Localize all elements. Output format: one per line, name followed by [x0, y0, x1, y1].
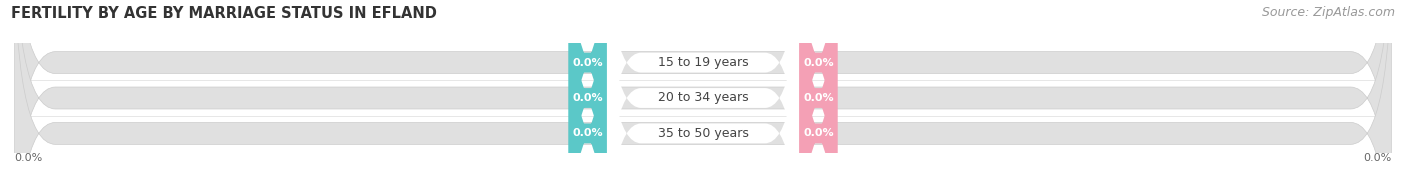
FancyBboxPatch shape — [14, 0, 1392, 196]
Text: 0.0%: 0.0% — [1364, 153, 1392, 163]
FancyBboxPatch shape — [568, 0, 606, 196]
Text: 0.0%: 0.0% — [803, 128, 834, 138]
FancyBboxPatch shape — [606, 0, 800, 196]
FancyBboxPatch shape — [800, 0, 838, 196]
Text: 0.0%: 0.0% — [803, 58, 834, 68]
FancyBboxPatch shape — [14, 0, 1392, 196]
Text: 0.0%: 0.0% — [803, 93, 834, 103]
Text: 0.0%: 0.0% — [572, 58, 603, 68]
FancyBboxPatch shape — [800, 0, 838, 196]
FancyBboxPatch shape — [14, 0, 1392, 196]
Text: 0.0%: 0.0% — [572, 93, 603, 103]
FancyBboxPatch shape — [800, 0, 838, 196]
Text: 20 to 34 years: 20 to 34 years — [658, 92, 748, 104]
FancyBboxPatch shape — [568, 0, 606, 196]
Text: 0.0%: 0.0% — [14, 153, 42, 163]
FancyBboxPatch shape — [606, 0, 800, 196]
Text: 35 to 50 years: 35 to 50 years — [658, 127, 748, 140]
Text: Source: ZipAtlas.com: Source: ZipAtlas.com — [1261, 6, 1395, 19]
Text: 0.0%: 0.0% — [572, 128, 603, 138]
FancyBboxPatch shape — [568, 0, 606, 196]
FancyBboxPatch shape — [606, 0, 800, 196]
Text: FERTILITY BY AGE BY MARRIAGE STATUS IN EFLAND: FERTILITY BY AGE BY MARRIAGE STATUS IN E… — [11, 6, 437, 21]
Text: 15 to 19 years: 15 to 19 years — [658, 56, 748, 69]
